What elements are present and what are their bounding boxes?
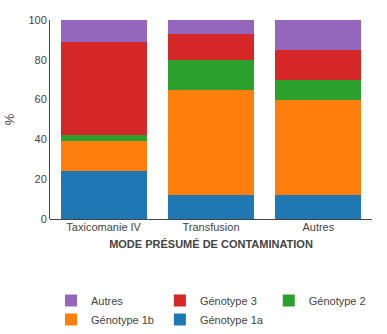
svg-text:80: 80 [35,54,47,66]
svg-text:Taxicomanie IV: Taxicomanie IV [66,221,141,233]
svg-text:0: 0 [41,213,47,225]
svg-text:Génotype 3: Génotype 3 [200,295,257,307]
svg-text:Génotype 1a: Génotype 1a [200,314,264,326]
svg-text:60: 60 [35,93,47,105]
svg-text:Autres: Autres [91,295,123,307]
svg-text:MODE PRÉSUMÉ DE CONTAMINATION: MODE PRÉSUMÉ DE CONTAMINATION [109,238,313,250]
svg-text:Autres: Autres [302,221,334,233]
svg-text:Transfusion: Transfusion [182,221,239,233]
svg-text:%: % [2,113,17,125]
svg-text:100: 100 [28,14,46,26]
svg-text:40: 40 [35,133,47,145]
svg-text:Génotype 2: Génotype 2 [309,295,366,307]
svg-text:20: 20 [35,173,47,185]
svg-text:Génotype 1b: Génotype 1b [91,314,154,326]
